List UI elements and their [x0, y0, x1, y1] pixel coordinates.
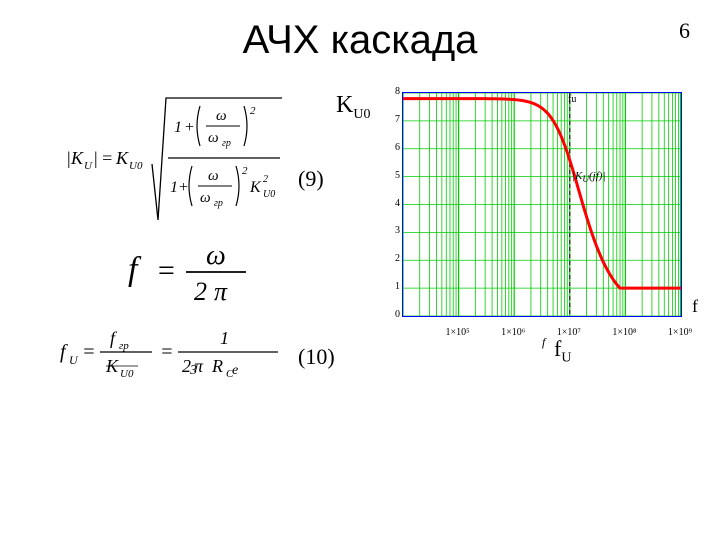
svg-text:f: f: [128, 251, 142, 288]
svg-text:π: π: [214, 277, 228, 306]
xtick: 1×10⁵: [446, 327, 470, 338]
svg-text:ω: ω: [200, 190, 211, 206]
page-number: 6: [679, 18, 690, 44]
svg-text:K: K: [115, 148, 129, 168]
chart-plot-area: [402, 92, 682, 317]
svg-text:1: 1: [170, 179, 178, 196]
xtick: 1×10⁶: [501, 327, 525, 338]
svg-text:U0: U0: [263, 189, 275, 200]
svg-text:3: 3: [189, 363, 197, 378]
formula-f: f = ω 2 π: [128, 238, 268, 314]
svg-text:U0: U0: [129, 160, 143, 172]
ytick: 6: [388, 142, 400, 153]
svg-text:2: 2: [194, 277, 207, 306]
svg-text:e: e: [232, 363, 238, 378]
svg-text:ω: ω: [216, 108, 227, 124]
ytick: 1: [388, 281, 400, 292]
formula-10: f U = f гр K U0 = 1 2 π R С 3 e: [60, 322, 290, 390]
ytick: 3: [388, 225, 400, 236]
svg-text:2: 2: [263, 174, 268, 185]
page-title: АЧХ каскада: [0, 18, 720, 63]
eq10-label: (10): [298, 344, 335, 370]
curve-label: |KU(jf)|: [572, 170, 605, 184]
svg-text:гр: гр: [119, 340, 129, 352]
svg-text:гр: гр: [222, 138, 231, 149]
svg-text:K: K: [249, 179, 262, 196]
ytick: 2: [388, 253, 400, 264]
svg-text:f: f: [60, 341, 68, 363]
svg-text:2: 2: [242, 165, 248, 177]
svg-text:=: =: [82, 341, 96, 363]
xtick: 1×10⁷: [557, 327, 581, 338]
svg-text:ω: ω: [208, 130, 219, 146]
svg-text:f: f: [110, 328, 118, 348]
svg-text:|: |: [93, 148, 98, 168]
svg-text:ω: ω: [206, 240, 226, 271]
eq9-label: (9): [298, 166, 324, 192]
svg-text:U: U: [69, 353, 79, 367]
ytick: 7: [388, 114, 400, 125]
formula-9: | K U | = K U0 1 + ω ω гр 2 1 + ω ω гр 2…: [66, 92, 286, 234]
ytick: 0: [388, 309, 400, 320]
ytick: 4: [388, 198, 400, 209]
svg-text:=: =: [101, 148, 113, 168]
xtick: 1×10⁹: [668, 327, 692, 338]
svg-text:гр: гр: [214, 198, 223, 209]
axis-f-label: f: [542, 335, 545, 350]
ytick: 5: [388, 170, 400, 181]
svg-text:R: R: [211, 356, 223, 376]
ytick: 8: [388, 86, 400, 97]
xtick: 1×10⁸: [612, 327, 636, 338]
svg-text:2: 2: [250, 105, 256, 117]
svg-text:U: U: [84, 160, 93, 172]
fu-top-mark: fu: [568, 94, 576, 105]
afr-chart: 012345678 1×10⁵1×10⁶1×10⁷1×10⁸1×10⁹ f |K…: [382, 92, 692, 352]
ku0-label: KU0: [336, 92, 370, 123]
svg-text:=: =: [160, 341, 174, 363]
svg-text:+: +: [184, 119, 195, 136]
svg-text:ω: ω: [208, 168, 219, 184]
svg-text:1: 1: [174, 119, 182, 136]
svg-text:=: =: [156, 254, 176, 287]
svg-text:K: K: [70, 148, 84, 168]
svg-text:U0: U0: [120, 368, 134, 380]
chart-svg: [403, 93, 681, 316]
f-axis-right-label: f: [692, 296, 698, 317]
svg-text:+: +: [178, 179, 189, 196]
svg-text:1: 1: [220, 328, 229, 348]
